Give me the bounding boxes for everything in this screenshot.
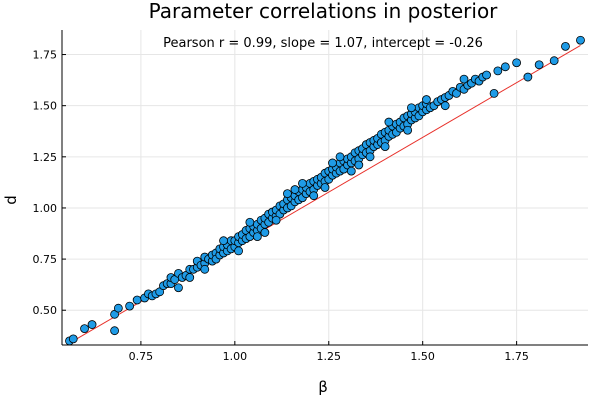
y-tick-label: 0.50 [33, 304, 58, 317]
scatter-point [482, 70, 491, 80]
x-tick-label: 1.75 [504, 350, 529, 363]
scatter-point [384, 117, 394, 127]
scatter-point [422, 95, 431, 104]
x-tick-label: 0.75 [129, 350, 154, 363]
x-tick-labels: 0.75 1.00 1.25 1.50 1.75 [129, 341, 529, 363]
y-tick-labels: 0.50 0.75 1.00 1.25 1.50 1.75 [33, 49, 66, 317]
scatter-point [298, 179, 307, 188]
scatter-point [290, 185, 300, 194]
scatter-point [365, 152, 375, 162]
scatter-point [440, 101, 450, 111]
scatter-point [459, 74, 469, 84]
scatter-point [380, 142, 390, 151]
scatter-point [110, 326, 119, 336]
scatter-point [320, 183, 330, 192]
scatter-point [309, 191, 319, 201]
chart-title: Parameter correlations in posterior [149, 0, 499, 23]
x-tick-label: 1.25 [317, 350, 342, 363]
scatter-point [200, 264, 210, 274]
scatter-point [80, 324, 89, 334]
grid-lines [62, 30, 588, 345]
scatter-point [489, 89, 499, 98]
scatter-point [512, 58, 522, 68]
scatter-point [113, 303, 123, 313]
x-axis-label: β [318, 378, 328, 396]
scatter-point [234, 246, 243, 256]
scatter-point [346, 166, 356, 176]
scatter-point [403, 125, 413, 135]
scatter-point [68, 334, 78, 344]
scatter-point [335, 152, 345, 162]
scatter-point [125, 301, 135, 311]
correlation-annotation: Pearson r = 0.99, slope = 1.07, intercep… [163, 36, 483, 51]
scatter-point [407, 103, 416, 113]
scatter-point [523, 72, 533, 82]
scatter-point [561, 41, 570, 51]
scatter-point [283, 189, 292, 199]
scatter-point [354, 160, 364, 170]
scatter-point [87, 320, 97, 329]
scatter-point [549, 56, 559, 66]
x-tick-label: 1.50 [410, 350, 435, 363]
y-tick-label: 1.50 [33, 100, 58, 113]
y-tick-label: 1.25 [33, 151, 58, 164]
scatter-point [534, 60, 544, 70]
scatter-point [245, 217, 255, 227]
y-tick-label: 0.75 [33, 253, 58, 266]
scatter-point [493, 66, 503, 76]
y-tick-label: 1.75 [33, 49, 58, 62]
scatter-point [271, 215, 281, 225]
scatter-point [132, 295, 142, 305]
scatter-point [219, 236, 228, 246]
scatter-point [185, 273, 195, 282]
scatter-point [576, 35, 585, 45]
scatter-point [260, 228, 270, 237]
scatter-point [174, 283, 183, 293]
y-tick-label: 1.00 [33, 202, 58, 215]
y-axis-label: d [2, 195, 20, 205]
scatter-point [328, 158, 337, 168]
data-points [65, 35, 585, 346]
axes [61, 30, 588, 346]
scatter-point [252, 232, 262, 241]
x-tick-label: 1.00 [223, 350, 248, 363]
scatter-point [500, 62, 510, 72]
